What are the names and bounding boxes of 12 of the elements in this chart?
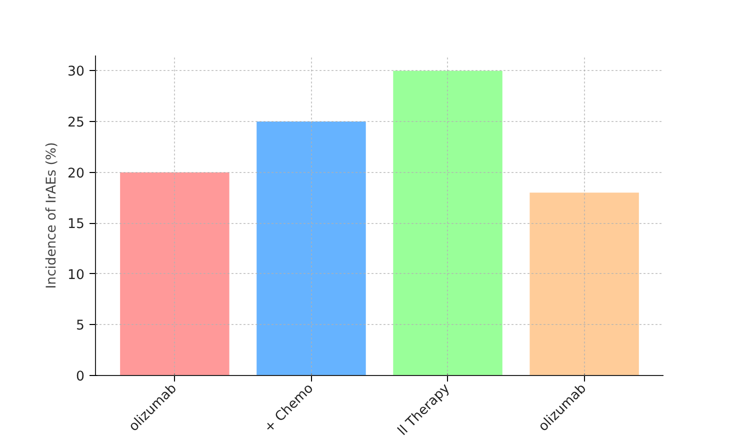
bar <box>120 172 230 376</box>
y-axis-title: Incidence of IrAEs (%) <box>44 142 60 289</box>
bar <box>393 70 502 376</box>
y-tick-label: 20 <box>68 166 85 182</box>
bar <box>256 122 366 376</box>
y-tick-label: 15 <box>68 217 85 232</box>
bar <box>530 192 639 376</box>
y-tick-label: 25 <box>68 116 85 131</box>
y-tick-label: 10 <box>68 268 85 283</box>
y-tick-label: 0 <box>76 370 85 384</box>
y-tick-label: 5 <box>76 318 85 334</box>
y-tick-label: 30 <box>68 64 85 80</box>
